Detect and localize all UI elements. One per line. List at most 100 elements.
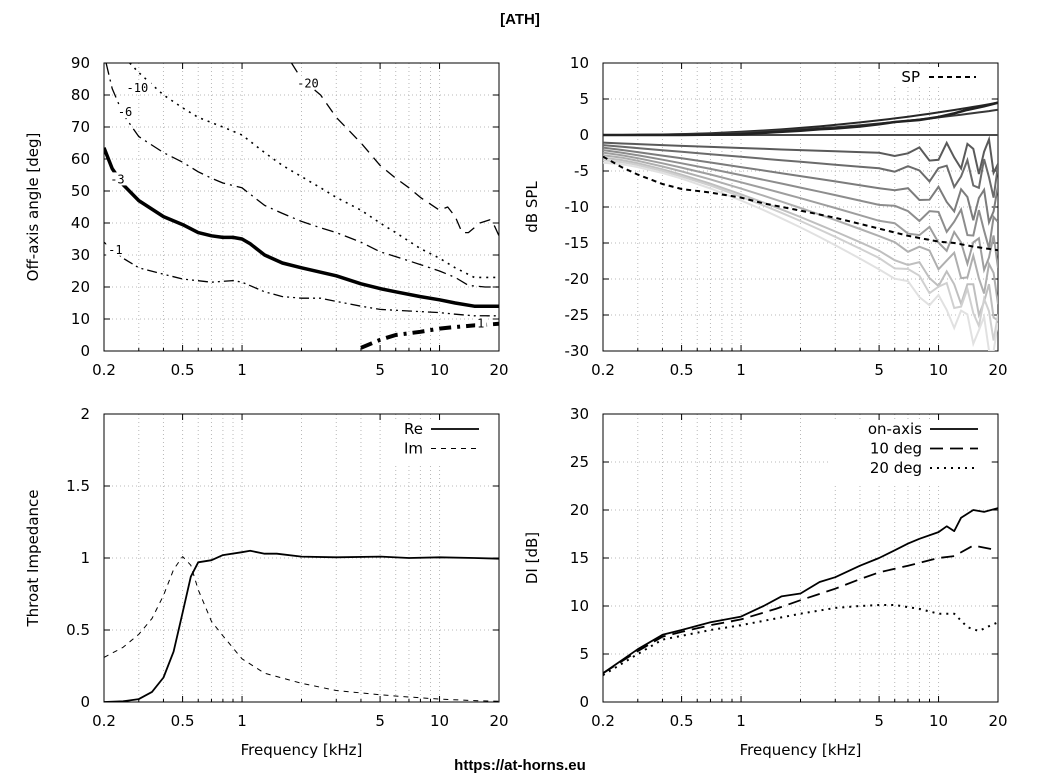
legend-label: 10 deg [870, 440, 922, 458]
contour-label-bg [106, 242, 126, 256]
y-tick-label: 1 [80, 549, 90, 567]
x-tick-label: 0.2 [92, 361, 116, 379]
off-axis-curve [603, 149, 998, 249]
y-tick-label: 30 [570, 405, 589, 423]
y-axis-label: Throat Impedance [24, 489, 42, 627]
y-tick-label: 30 [71, 246, 90, 264]
legend-label: Re [404, 420, 423, 438]
y-tick-label: 60 [71, 150, 90, 168]
y-tick-label: 0 [80, 342, 90, 360]
y-axis-label: dB SPL [523, 181, 541, 233]
contour-label: -1 [108, 243, 122, 257]
y-tick-label: -5 [574, 162, 589, 180]
x-tick-label: 5 [874, 712, 884, 730]
legend-label: Im [404, 440, 423, 458]
y-tick-label: 15 [570, 549, 589, 567]
footer-url[interactable]: https://at-horns.eu [454, 757, 586, 774]
x-tick-label: 1 [736, 361, 746, 379]
y-tick-label: -30 [565, 342, 590, 360]
figure-title: [ATH] [500, 11, 540, 28]
off-axis-curve [603, 154, 998, 305]
y-tick-label: -10 [565, 198, 590, 216]
polar-map-chart: 0.2 0.5 1 5 10 20 0 10 20 30 40 50 60 70 80 90 Off-axis … [24, 54, 509, 379]
x-tick-label: 0.2 [591, 361, 615, 379]
series-line [603, 507, 998, 674]
off-axis-curve [603, 144, 998, 198]
legend-bg [888, 67, 983, 87]
x-tick-label: 10 [929, 361, 948, 379]
off-axis-curve [603, 156, 998, 322]
series-line [104, 556, 499, 702]
y-tick-label: 5 [579, 645, 589, 663]
y-tick-label: 50 [71, 182, 90, 200]
y-tick-label: -15 [565, 234, 590, 252]
contour-label-bg [475, 316, 487, 330]
x-tick-label: 10 [929, 712, 948, 730]
spl-chart: 0.2 0.5 1 5 10 20 -30 -25 -20 -15 -10 -5 0 5 10 dB SPL S… [523, 54, 1008, 379]
y-axis-label: Off-axis angle [deg] [24, 133, 42, 282]
contour-label: -20 [297, 76, 319, 90]
series-line [603, 544, 998, 674]
x-tick-label: 1 [736, 712, 746, 730]
legend-label-sp: SP [901, 68, 920, 86]
sp-curve [603, 155, 998, 252]
x-axis-label: Frequency [kHz] [241, 741, 363, 759]
off-axis-curve [603, 151, 998, 274]
contour-line [105, 63, 499, 288]
y-tick-label: 25 [570, 453, 589, 471]
legend-bg [828, 420, 988, 483]
x-tick-label: 10 [430, 712, 449, 730]
off-axis-curve [603, 135, 998, 177]
contour-line [104, 147, 499, 308]
y-tick-label: 0.5 [66, 621, 90, 639]
x-tick-label: 0.5 [171, 712, 195, 730]
x-tick-label: 5 [375, 361, 385, 379]
contour-label: -10 [127, 81, 149, 95]
on-axis-curve [603, 101, 998, 137]
x-tick-label: 20 [489, 712, 508, 730]
legend-label: on-axis [868, 420, 922, 438]
x-tick-label: 10 [430, 361, 449, 379]
x-tick-label: 0.2 [591, 712, 615, 730]
plot-area [104, 549, 499, 702]
y-tick-label: 90 [71, 54, 90, 72]
x-tick-label: 20 [988, 361, 1007, 379]
series-line [603, 604, 998, 676]
x-tick-label: 1 [237, 712, 247, 730]
y-tick-label: 0 [80, 693, 90, 711]
contour-label-bg [124, 81, 152, 95]
x-tick-label: 0.2 [92, 712, 116, 730]
contour-line [129, 63, 499, 279]
y-tick-label: 80 [71, 86, 90, 104]
y-tick-label: 10 [570, 54, 589, 72]
x-tick-label: 0.5 [670, 712, 694, 730]
x-tick-label: 0.5 [171, 361, 195, 379]
y-tick-label: 0 [579, 126, 589, 144]
y-tick-label: 10 [71, 310, 90, 328]
y-tick-label: 2 [80, 405, 90, 423]
contour-label: -3 [110, 172, 124, 186]
x-tick-label: 0.5 [670, 361, 694, 379]
x-tick-label: 5 [874, 361, 884, 379]
y-tick-label: 5 [579, 90, 589, 108]
contour-label-bg [295, 76, 322, 90]
y-tick-label: 40 [71, 214, 90, 232]
off-axis-curve [603, 161, 998, 351]
plot-area [603, 507, 998, 676]
contour-label-bg [108, 172, 128, 186]
y-tick-label: 0 [579, 693, 589, 711]
off-axis-curve [603, 146, 998, 226]
x-tick-label: 20 [988, 712, 1007, 730]
contour-label: 1 [477, 316, 484, 330]
x-tick-label: 20 [489, 361, 508, 379]
contour-line [290, 63, 499, 237]
contour-line [360, 321, 499, 350]
y-tick-label: 20 [570, 501, 589, 519]
contour-label: -6 [118, 105, 132, 119]
x-tick-label: 1 [237, 361, 247, 379]
y-tick-label: 70 [71, 118, 90, 136]
y-tick-label: 1.5 [66, 477, 90, 495]
off-axis-curve [603, 159, 998, 341]
y-tick-label: -25 [565, 306, 590, 324]
